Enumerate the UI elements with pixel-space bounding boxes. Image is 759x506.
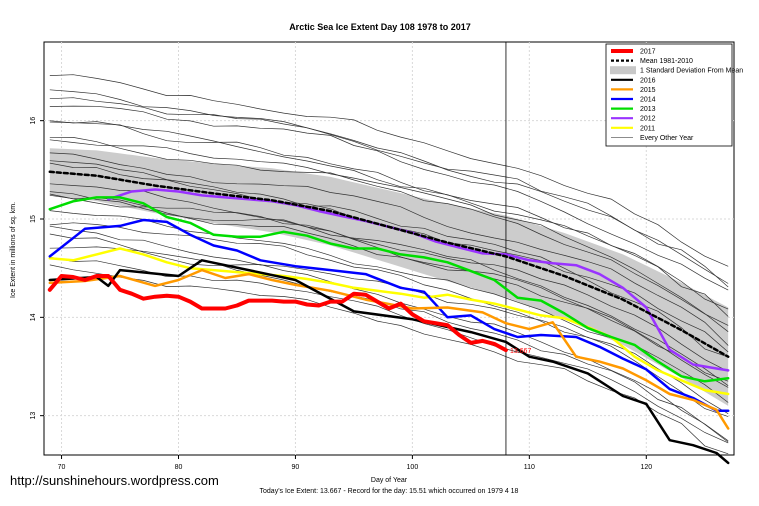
other-year-line	[49, 222, 729, 417]
x-tick-label: 100	[407, 464, 419, 471]
x-tick-label: 120	[640, 464, 652, 471]
series-line-2014	[48, 218, 730, 412]
std-deviation-band	[49, 148, 729, 406]
x-tick-label: 110	[524, 464, 535, 471]
series-line-2013	[48, 196, 730, 383]
x-tick-label: 80	[175, 464, 183, 471]
series-line-mean-1981-2010	[48, 170, 730, 358]
series-line-2011	[48, 247, 730, 396]
y-tick-label: 14	[30, 313, 37, 321]
plot-frame	[43, 41, 735, 456]
legend-swatch	[610, 66, 636, 75]
other-year-line	[49, 97, 729, 284]
footer-summary: Today's Ice Extent: 13.667 - Record for …	[260, 488, 519, 495]
x-tick-label: 70	[58, 464, 66, 471]
legend-label: Mean 1981-2010	[640, 58, 693, 65]
other-year-line	[49, 160, 729, 358]
y-axis-label: Ice Extent in millions of sq. km.	[10, 202, 17, 298]
legend: 2017 Mean 1981-2010 1 Standard Deviation F…	[605, 43, 743, 147]
other-year-line	[49, 105, 729, 291]
other-year-line	[49, 152, 729, 346]
other-year-line	[49, 139, 729, 332]
series-line-2017	[47, 274, 508, 353]
series-line-2015	[48, 268, 730, 430]
legend-label: 2014	[640, 97, 656, 104]
plot-area: 13.667 70 80 90 100 110 120 13 14 15 16	[30, 42, 734, 471]
legend-label: 2017	[640, 49, 656, 56]
x-axis-label: Day of Year	[371, 477, 408, 484]
legend-label: Every Other Year	[640, 135, 694, 142]
y-tick-label: 15	[30, 215, 37, 223]
legend-label: 1 Standard Deviation From Mean	[640, 68, 743, 75]
series-line-2016	[48, 259, 730, 465]
x-tick-label: 90	[292, 464, 300, 471]
other-year-line	[49, 183, 729, 372]
legend-label: 2015	[640, 87, 656, 94]
other-year-line	[49, 120, 729, 310]
legend-label: 2012	[640, 116, 656, 123]
other-year-line	[49, 136, 729, 326]
legend-label: 2016	[640, 77, 656, 84]
today-value-label: 13.667	[510, 348, 532, 355]
y-tick-label: 16	[30, 117, 37, 125]
source-url[interactable]: http://sunshinehours.wordpress.com	[10, 473, 219, 488]
legend-label: 2011	[640, 125, 655, 132]
other-year-line	[49, 194, 729, 388]
legend-label: 2013	[640, 106, 656, 113]
y-tick-label: 13	[30, 412, 37, 420]
chart-title: Arctic Sea Ice Extent Day 108 1978 to 20…	[289, 22, 471, 32]
other-year-line	[49, 89, 729, 288]
other-year-line	[49, 233, 729, 442]
other-year-line	[49, 74, 729, 267]
